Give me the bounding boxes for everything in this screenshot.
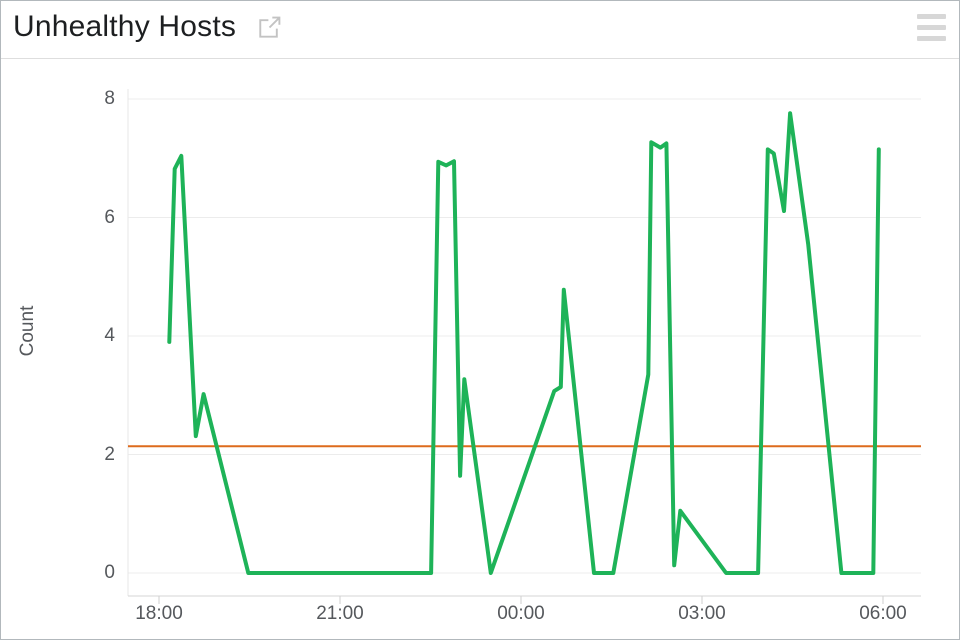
y-axis-title: Count xyxy=(17,305,38,357)
series-line xyxy=(167,111,881,575)
y-tick-label: 0 xyxy=(104,562,115,583)
y-tick-label: 6 xyxy=(104,206,115,228)
x-tick-label: 18:00 xyxy=(135,603,183,624)
y-tick-label: 2 xyxy=(104,443,115,465)
chart-container: Count 0 2 4 6 8 18:00 21:00 00:00 03:00 06:00 xyxy=(1,59,960,640)
menu-bar xyxy=(917,14,946,19)
x-tick-label: 03:00 xyxy=(678,603,726,624)
menu-icon[interactable] xyxy=(917,14,946,41)
y-tick-label: 4 xyxy=(104,325,115,346)
widget-header: Unhealthy Hosts xyxy=(1,1,959,59)
x-tick-label: 06:00 xyxy=(859,603,907,624)
widget-title: Unhealthy Hosts xyxy=(13,10,237,43)
header-divider xyxy=(1,58,959,59)
x-tick-label: 21:00 xyxy=(316,603,364,624)
x-tick-label: 00:00 xyxy=(497,603,545,624)
external-link-icon[interactable] xyxy=(256,14,283,41)
y-tick-label: 8 xyxy=(104,88,115,109)
menu-bar xyxy=(917,25,946,30)
menu-bar xyxy=(917,36,946,41)
chart-plot-area[interactable] xyxy=(1,59,960,640)
